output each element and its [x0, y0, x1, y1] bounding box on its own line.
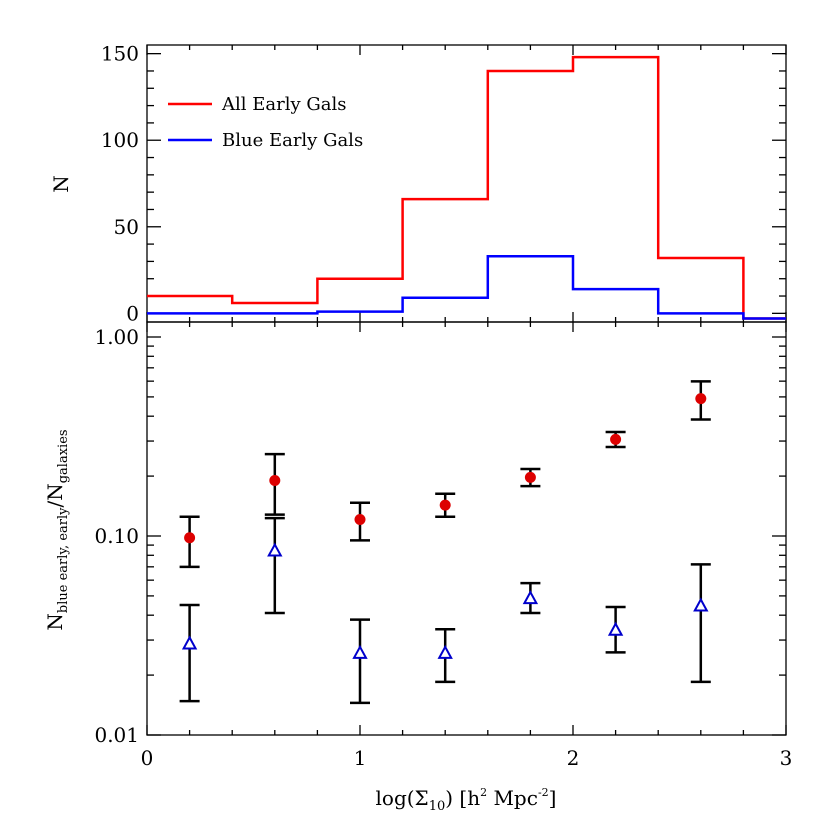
- data-point-triangle: [352, 644, 368, 659]
- histogram-y-axis-title: N: [49, 175, 73, 193]
- series-line-all-early: [147, 55, 786, 320]
- data-point-circle: [184, 532, 196, 544]
- data-point-triangle: [437, 644, 453, 659]
- data-point-circle: [524, 471, 536, 483]
- fraction-y-axis-title: Nblue early, early/Ngalaxies: [43, 429, 71, 630]
- hist-y-tick-label: 150: [101, 42, 139, 66]
- xlabel-sup: 2: [480, 786, 487, 799]
- legend-label-all: All Early Gals: [221, 94, 346, 115]
- legend: All Early Gals Blue Early Gals: [168, 94, 363, 151]
- legend-label-blue: Blue Early Gals: [222, 130, 363, 151]
- series-line-blue-early: [147, 254, 786, 320]
- xlabel-rest: ) [h: [445, 786, 480, 810]
- xlabel-rest2: Mpc: [487, 786, 538, 810]
- xlabel-sub: 10: [429, 799, 446, 814]
- frac-y-tick-label: 0.10: [94, 524, 139, 548]
- histogram-panel: 0 50 100 150 All Early Gals Blue Early Gals…: [49, 42, 787, 325]
- hist-y-tick-label: 50: [114, 215, 139, 239]
- data-point-triangle: [693, 597, 709, 612]
- x-tick-label: 1: [354, 746, 367, 770]
- hist-y-tick-label: 0: [126, 301, 139, 325]
- xlabel-end: ]: [549, 786, 557, 810]
- x-tick-label: 2: [567, 746, 580, 770]
- x-axis-title: log(Σ10) [h2 Mpc-2]: [376, 786, 557, 814]
- data-point-triangle: [181, 635, 198, 650]
- data-point-triangle: [267, 542, 283, 557]
- histogram-frame: [146, 44, 787, 323]
- data-point-circle: [439, 499, 451, 511]
- xlabel-main: log(Σ: [376, 786, 429, 810]
- fraction-ticks: 0.01 0.10 1.00 0 1 2 3: [94, 322, 792, 770]
- fraction-series: [179, 380, 711, 705]
- x-tick-label: 0: [141, 746, 154, 770]
- data-point-circle: [354, 514, 366, 526]
- data-point-circle: [610, 433, 622, 445]
- frac-y-tick-label: 1.00: [94, 325, 139, 349]
- ylabel-main: N: [43, 613, 67, 631]
- x-tick-label: 3: [780, 746, 793, 770]
- data-point-circle: [695, 393, 707, 405]
- histogram-ticks: 0 50 100 150: [101, 42, 787, 325]
- fraction-frame: [146, 321, 787, 736]
- xlabel-sup2: -2: [538, 786, 549, 799]
- ylabel-sub: blue early, early: [56, 507, 71, 613]
- data-point-triangle: [522, 590, 539, 605]
- ylabel-sub2: galaxies: [56, 429, 71, 483]
- ylabel-sep: /N: [43, 483, 67, 507]
- hist-y-tick-label: 100: [101, 128, 139, 152]
- data-point-circle: [269, 475, 281, 487]
- frac-y-tick-label: 0.01: [94, 723, 139, 747]
- histogram-series: [147, 55, 786, 320]
- data-point-triangle: [607, 621, 624, 636]
- fraction-panel: 0.01 0.10 1.00 0 1 2 3 Nblue early, early/Ngal…: [43, 321, 792, 814]
